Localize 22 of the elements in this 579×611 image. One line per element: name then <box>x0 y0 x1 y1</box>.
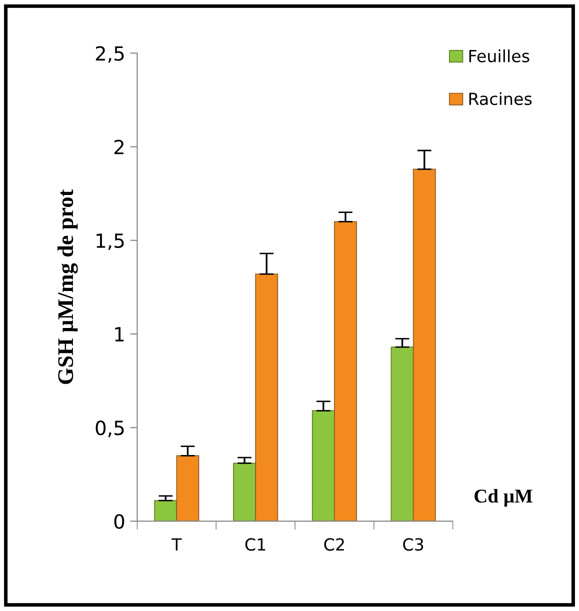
legend-label: Racines <box>469 92 532 106</box>
y-axis-title: GSH µM/mg de prot <box>58 189 78 384</box>
x-tick-label: C3 <box>403 538 424 551</box>
y-tick-label: 2 <box>114 140 124 154</box>
bar <box>154 500 178 522</box>
text: Cd µM <box>474 488 532 507</box>
bar <box>412 168 436 522</box>
bar <box>312 410 335 522</box>
bar <box>334 221 357 522</box>
x-tick-label: C2 <box>324 538 344 551</box>
x-tick-label: T <box>172 538 182 551</box>
x-tick-label: C1 <box>245 538 266 551</box>
bar <box>176 455 200 522</box>
y-tick-label: 1 <box>115 327 124 342</box>
bar <box>255 274 278 522</box>
y-tick-label: 0,5 <box>96 420 124 438</box>
bar <box>390 346 414 522</box>
y-tick-label: 2,5 <box>96 46 124 63</box>
bar <box>233 462 256 522</box>
y-tick-label: 0 <box>114 514 124 529</box>
legend-label: Feuilles <box>469 49 530 62</box>
y-tick-label: 1,5 <box>96 234 124 250</box>
